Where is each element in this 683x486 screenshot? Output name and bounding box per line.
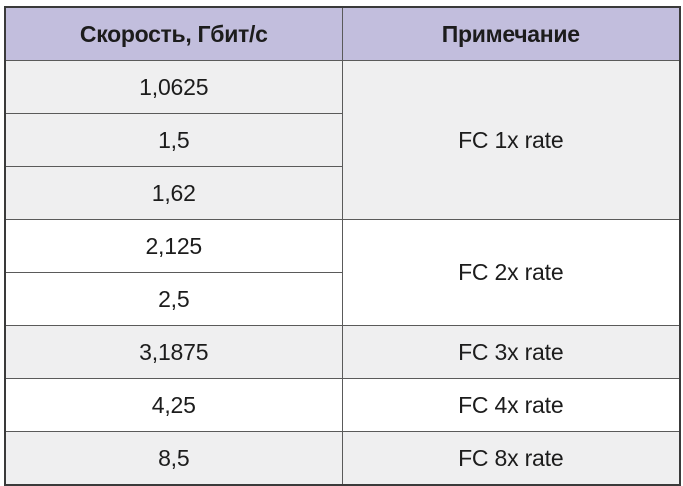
speed-cell: 1,62 [4, 166, 343, 220]
note-cell: FC 3x rate [341, 325, 681, 379]
speed-cell: 8,5 [4, 431, 343, 486]
header-speed: Скорость, Гбит/с [4, 6, 343, 61]
speed-cell: 3,1875 [4, 325, 343, 379]
table-row: 2,125 FC 2x rate [4, 219, 681, 326]
table-row: 1,62 [4, 166, 680, 220]
table-row: 1,0625 FC 1x rate [4, 60, 681, 220]
table-row: 3,1875 FC 3x rate [4, 325, 681, 379]
note-cell: FC 2x rate [341, 219, 681, 326]
speed-cell: 1,5 [4, 113, 343, 167]
header-note: Примечание [341, 6, 681, 61]
table-row: 4,25 FC 4x rate [4, 378, 681, 432]
note-cell: FC 1x rate [341, 60, 681, 220]
speed-cell: 2,5 [4, 272, 343, 326]
speed-cell: 4,25 [4, 378, 343, 432]
header-row: Скорость, Гбит/с Примечание [4, 6, 681, 61]
note-cell: FC 4x rate [341, 378, 681, 432]
speed-cell: 1,0625 [4, 60, 343, 114]
table-row: 8,5 FC 8x rate [4, 431, 681, 486]
table-row: 1,5 [4, 113, 680, 167]
speed-cell: 2,125 [4, 219, 343, 273]
note-cell: FC 8x rate [341, 431, 681, 486]
fc-speed-table: Скорость, Гбит/с Примечание 1,0625 FC 1x… [4, 6, 681, 486]
